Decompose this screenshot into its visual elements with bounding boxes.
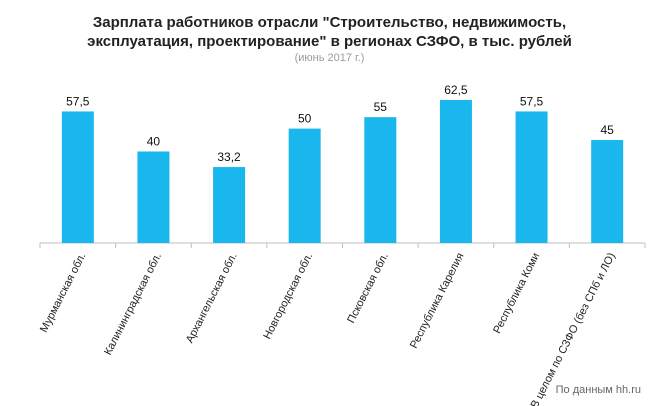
chart-subtitle: (июнь 2017 г.) [294,52,365,64]
bar [515,111,548,243]
bar-value-label: 57,5 [66,94,90,108]
category-label: Псковская обл. [345,251,391,325]
bar-value-label: 55 [374,100,388,114]
source-note: По данным hh.ru [555,384,641,396]
bar [439,100,472,243]
category-label: Новгородская обл. [261,251,315,341]
bar [591,140,624,243]
category-label: Архангельская обл. [184,251,240,345]
bar-value-label: 62,5 [444,83,468,97]
bar-value-label: 57,5 [520,94,544,108]
bar [364,117,397,243]
category-label: В целом по СЗФО (без СПб и ЛО) [529,251,618,406]
category-label: Республика Карелия [408,251,467,351]
category-label: Калининградская обл. [102,251,164,357]
chart-title-line-1: Зарплата работников отрасли "Строительст… [92,14,567,31]
bar [288,128,321,243]
bar-value-label: 33,2 [217,150,241,164]
bar-value-label: 40 [147,134,161,148]
bar-value-label: 50 [298,112,312,126]
bar [213,167,246,243]
bar [137,151,170,243]
chart-title-line-2: эксплуатация, проектирование" в регионах… [87,33,572,50]
bar-value-label: 45 [601,123,615,137]
category-label: Мурманская обл. [38,251,88,335]
bar [61,111,94,243]
category-label: Республика Коми [491,251,542,336]
